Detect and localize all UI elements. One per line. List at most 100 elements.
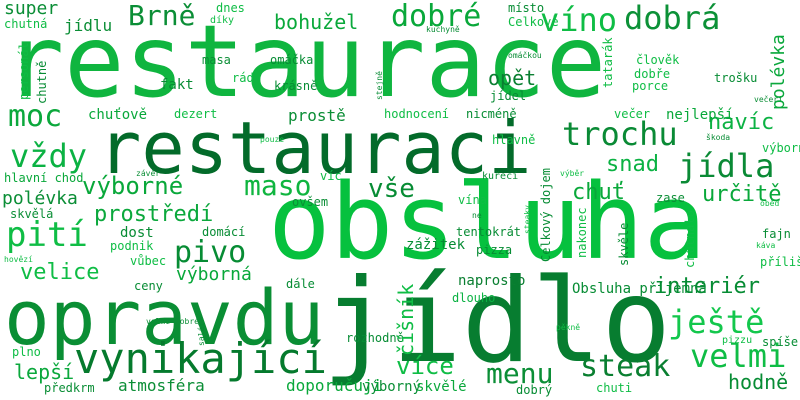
- word-jidlu: jídlu: [64, 16, 113, 35]
- word-vse: vše: [368, 174, 415, 204]
- word-zaver: ovšem: [292, 195, 329, 209]
- word-brne: Brně: [128, 0, 196, 32]
- word-rad: fakt: [160, 77, 194, 93]
- word-pekne: salát: [197, 321, 206, 346]
- word-omackou: kuchyně: [426, 25, 460, 34]
- word-fajn: zase: [656, 191, 685, 205]
- word-bohuzel: bohužel: [274, 10, 359, 34]
- word-dnes: místo: [508, 1, 545, 15]
- word-velice: velice: [20, 260, 100, 285]
- word-celkove: omáčka: [270, 53, 314, 67]
- word-fakt: krásně: [274, 79, 318, 93]
- word-jidlo: jídlo: [322, 254, 672, 389]
- word-vubec: ceny: [134, 279, 163, 293]
- word-nejlepsi: večer: [614, 107, 651, 121]
- word-nakonec: chutnalo: [683, 210, 697, 268]
- word-zase: pizza: [476, 243, 513, 257]
- word-trochu: trochu: [562, 115, 678, 153]
- word-dost: vůbec: [130, 254, 167, 268]
- word-doporucuji: atmosféra: [118, 376, 205, 395]
- word-chutove: hlavní chod: [4, 171, 84, 185]
- word-opravdu: opravdu: [4, 273, 325, 362]
- word-vyborny: doporučuji: [286, 376, 383, 395]
- word-personal: stejně: [375, 71, 384, 100]
- word-restauraci: restauraci: [98, 106, 532, 190]
- word-chuti: dobrý: [516, 383, 553, 397]
- word-vic: spíše: [762, 335, 799, 349]
- word-nicmene: hodnocení: [384, 107, 450, 121]
- word-dobre: dobré: [391, 0, 482, 34]
- word-celkovy-dojem: závěr: [136, 169, 161, 178]
- word-ovsem: víc: [320, 169, 342, 183]
- word-dobry: předkrm: [44, 381, 95, 395]
- word-piti: pití: [6, 215, 88, 255]
- word-zazitek: steaky: [523, 205, 532, 234]
- word-lepsi: lepší: [14, 360, 75, 384]
- word-podnik: domácí: [202, 225, 246, 239]
- word-jeste: ještě: [668, 303, 765, 341]
- word-vyborne-small: večeři: [754, 95, 783, 104]
- word-restaurace: restaurace: [4, 3, 607, 120]
- word-vzdy: vždy: [10, 137, 88, 175]
- word-hovezi: oběd: [760, 199, 780, 208]
- word-krasne: jídel: [490, 89, 527, 103]
- word-interier: interiér: [654, 274, 760, 299]
- word-skvele-v: Celkový dojem: [539, 168, 553, 262]
- word-pizza: tentokrát: [456, 225, 522, 239]
- word-vyborna: výborná: [176, 264, 252, 285]
- word-pizzu: příliš: [760, 255, 800, 269]
- word-cisnik: skvělé: [416, 379, 467, 395]
- word-maso: maso: [244, 169, 312, 202]
- word-salat: velmi dobré: [146, 317, 199, 326]
- word-pouze: tatarák: [601, 37, 615, 88]
- word-predkrm: číšník: [394, 283, 418, 356]
- word-chutne: personál: [17, 42, 31, 100]
- word-kava: fajn: [762, 227, 791, 241]
- word-porce: dobře: [634, 67, 671, 81]
- word-masa: rád: [232, 71, 254, 85]
- word-veceri: trošku: [714, 71, 758, 85]
- word-atmosfera: prostě: [288, 106, 346, 125]
- word-menu: menu: [486, 357, 554, 390]
- word-dobra: dobrá: [624, 0, 721, 37]
- word-diky: dnes: [216, 1, 245, 15]
- word-vina: výborně: [762, 141, 800, 155]
- word-prilis: káva: [756, 241, 776, 250]
- word-urcite: určitě: [702, 182, 782, 207]
- word-vice: více: [396, 352, 454, 380]
- word-vino: víno: [540, 1, 618, 39]
- word-podniku: škoda: [706, 133, 731, 142]
- word-dezert: chuťově: [88, 107, 148, 123]
- word-dlouho: naprosto: [458, 273, 526, 289]
- word-obed: ne: [472, 211, 482, 220]
- word-stejne: plno: [12, 345, 41, 359]
- word-trosku: porce: [632, 79, 669, 93]
- word-moc: moc: [8, 99, 63, 134]
- word-navic: navíc: [708, 110, 775, 135]
- word-plno: pěkně: [556, 323, 581, 332]
- word-hlavne: nicméně: [466, 107, 517, 121]
- word-prostě: polévka: [2, 188, 78, 209]
- word-hodnoceni: dezert: [174, 107, 218, 121]
- word-chut: chuť: [572, 180, 625, 205]
- word-spise: pizzu: [722, 335, 753, 346]
- word-naprosto: Obsluha příjemná: [572, 281, 707, 297]
- word-misto: Celkově: [508, 15, 559, 29]
- word-skvela: podnik: [110, 239, 154, 253]
- word-skoda: výběr: [560, 169, 585, 178]
- word-vyber: pouze: [260, 135, 285, 144]
- word-obsluha: obsluha: [268, 161, 707, 283]
- word-velmi-dobre: hovězí: [4, 255, 33, 264]
- word-steak: steak: [580, 349, 671, 384]
- word-chutna: díky: [210, 15, 235, 26]
- word-kureci: vína: [458, 193, 487, 207]
- word-snad: snad: [606, 152, 659, 177]
- word-vyborne: výborné: [82, 172, 184, 200]
- word-hodne: hodně: [728, 370, 789, 394]
- word-dobre-small: člověk: [636, 53, 680, 67]
- word-jidla: jídla: [678, 147, 775, 185]
- word-ne: zážitek: [406, 237, 466, 253]
- word-domaci: dost: [120, 225, 154, 241]
- word-kuchyne: chutně: [35, 60, 49, 104]
